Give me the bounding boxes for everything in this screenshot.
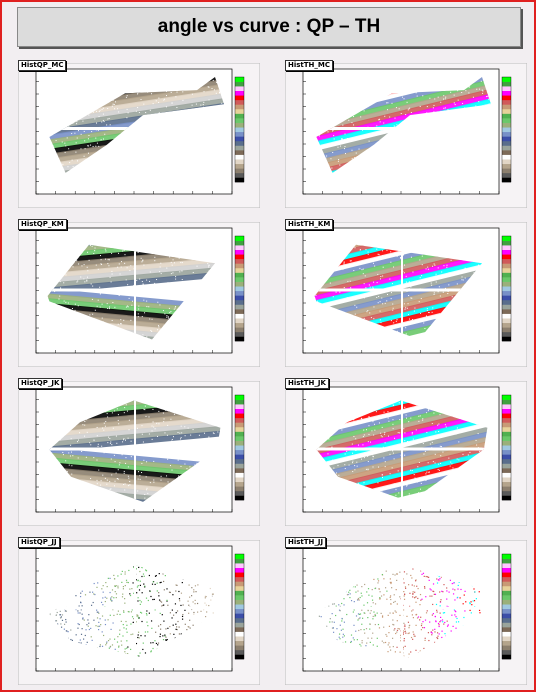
histogram-plot xyxy=(285,222,527,367)
histogram-plot xyxy=(18,381,260,526)
histogram-plot xyxy=(18,222,260,367)
canvas-title: angle vs curve : QP – TH xyxy=(17,7,521,47)
histogram-plot xyxy=(285,63,527,208)
histogram-plot xyxy=(285,381,527,526)
pad-histth_jj: HistTH_JJ xyxy=(285,537,527,685)
histogram-plot xyxy=(18,540,260,685)
histogram-name-label: HistTH_KM xyxy=(285,219,334,230)
pad-histqp_mc: HistQP_MC xyxy=(18,60,260,208)
histogram-name-label: HistQP_JJ xyxy=(18,537,60,548)
histogram-name-label: HistTH_JK xyxy=(285,378,329,389)
pad-histth_jk: HistTH_JK xyxy=(285,378,527,526)
histogram-plot xyxy=(18,63,260,208)
histogram-name-label: HistTH_MC xyxy=(285,60,334,71)
histogram-name-label: HistQP_KM xyxy=(18,219,67,230)
pad-histqp_jj: HistQP_JJ xyxy=(18,537,260,685)
histogram-name-label: HistQP_JK xyxy=(18,378,63,389)
histogram-plot xyxy=(285,540,527,685)
pad-histqp_km: HistQP_KM xyxy=(18,219,260,367)
histogram-name-label: HistQP_MC xyxy=(18,60,67,71)
pad-histth_km: HistTH_KM xyxy=(285,219,527,367)
pad-histqp_jk: HistQP_JK xyxy=(18,378,260,526)
pad-histth_mc: HistTH_MC xyxy=(285,60,527,208)
histogram-name-label: HistTH_JJ xyxy=(285,537,327,548)
